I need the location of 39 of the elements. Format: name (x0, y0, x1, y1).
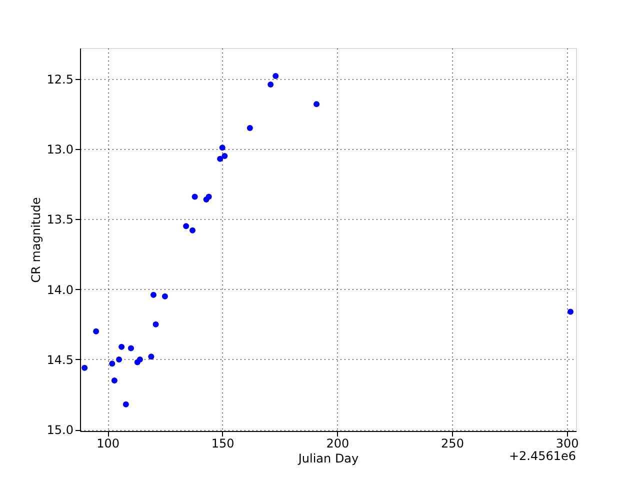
y-tick-label: 14.0 (46, 282, 74, 297)
point (136, 356, 143, 362)
point (192, 194, 198, 200)
point (219, 144, 226, 151)
point (268, 81, 274, 88)
point (222, 153, 228, 160)
point (217, 156, 224, 162)
x-tick-label: 300 (556, 436, 579, 450)
y-tick-label: 14.5 (46, 352, 74, 367)
point (567, 308, 574, 315)
point (272, 73, 279, 80)
x-tick-label: 100 (96, 436, 120, 450)
point (128, 345, 134, 352)
point (152, 321, 159, 328)
point (148, 354, 154, 360)
y-tick-label: 12.5 (46, 72, 74, 86)
point (190, 227, 196, 234)
point (118, 344, 125, 350)
point (314, 101, 320, 108)
y-tick-label: 15.0 (46, 423, 74, 438)
point (111, 378, 118, 384)
point (82, 364, 88, 371)
point (162, 293, 168, 300)
point (93, 328, 100, 334)
y-axis-title: CR magnitude (28, 197, 43, 283)
x-tick-label: 200 (326, 436, 350, 450)
point (150, 292, 156, 298)
x-tick-label: 250 (441, 436, 464, 450)
point (109, 360, 116, 367)
y-tick-label: 13.5 (46, 212, 74, 227)
point (122, 401, 129, 408)
x-tick-label: 150 (211, 436, 234, 450)
y-tick-label: 13.0 (46, 142, 74, 157)
point (246, 124, 253, 131)
text: +2.4561e6 (508, 449, 576, 463)
point (116, 356, 122, 362)
point (206, 194, 212, 200)
x-axis-title: Julian Day (297, 452, 359, 466)
point (183, 223, 190, 230)
